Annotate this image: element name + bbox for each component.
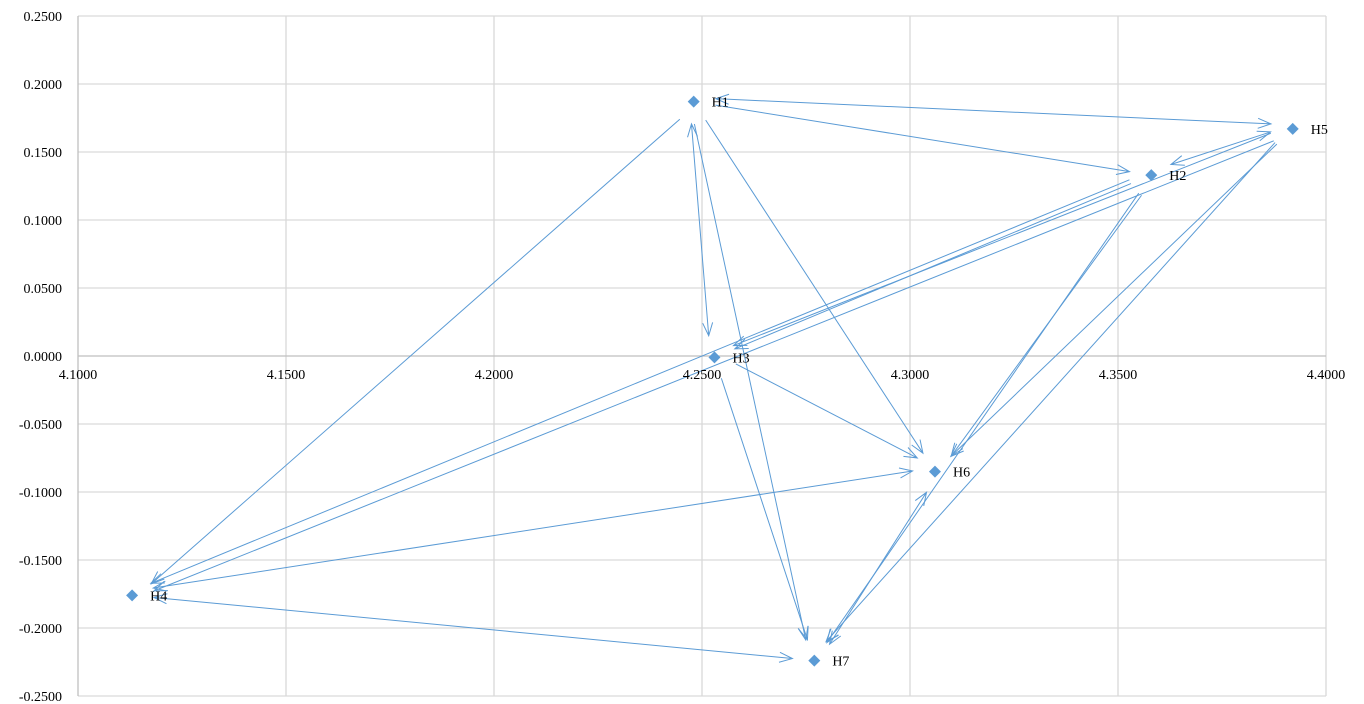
y-tick-label: -0.2000: [19, 622, 62, 637]
point-marker-h1: [687, 95, 700, 108]
point-marker-h2: [1145, 169, 1158, 182]
x-tick-label: 4.3500: [1099, 368, 1138, 383]
arrow-layer: [149, 93, 1278, 663]
point-marker-h7: [808, 654, 821, 667]
point-marker-h5: [1286, 122, 1299, 135]
y-tick-label: -0.1500: [19, 554, 62, 569]
point-marker-h6: [928, 465, 941, 478]
y-tick-label: 0.0500: [24, 282, 63, 297]
point-label-h3: H3: [732, 351, 749, 366]
y-tick-label: 0.2000: [24, 78, 63, 93]
label-layer: 0.2500 0.2000 0.1500 0.1000 0.0500 0.0000 -0.0…: [19, 10, 1345, 704]
arrow-h1-h6: [705, 119, 924, 455]
y-tick-label: -0.2500: [19, 690, 62, 704]
point-layer: [126, 95, 1299, 667]
arrow-h3-h7: [720, 378, 809, 642]
point-marker-h3: [708, 351, 721, 364]
arrow-h1-h4: [150, 118, 681, 585]
arrow-h6-h7: [828, 491, 928, 646]
y-tick-label: 0.1000: [24, 214, 63, 229]
point-marker-h4: [126, 589, 139, 602]
arrow-h6-h4: [151, 467, 914, 592]
point-label-h1: H1: [712, 96, 729, 111]
arrow-h1-h2: [715, 104, 1131, 176]
arrow-h5-h6: [949, 143, 1278, 458]
y-tick-label: 0.2500: [24, 10, 63, 25]
y-tick-label: -0.0500: [19, 418, 62, 433]
point-label-h5: H5: [1311, 123, 1328, 138]
x-tick-label: 4.3000: [891, 368, 930, 383]
point-label-h7: H7: [832, 655, 849, 670]
arrow-h5-h4: [152, 140, 1274, 592]
x-tick-label: 4.1500: [267, 368, 306, 383]
arrow-h1-h3: [687, 122, 714, 338]
point-label-h4: H4: [150, 589, 167, 604]
arrow-h1-h5: [714, 93, 1273, 129]
x-tick-label: 4.2500: [683, 368, 722, 383]
point-label-h2: H2: [1169, 169, 1186, 184]
arrow-h2-h4: [149, 179, 1130, 584]
y-tick-label: 0.0000: [24, 350, 63, 365]
point-label-h6: H6: [953, 466, 970, 481]
y-tick-label: 0.1500: [24, 146, 63, 161]
arrow-h5-h3: [732, 132, 1271, 347]
x-tick-label: 4.2000: [475, 368, 514, 383]
y-tick-label: -0.1000: [19, 486, 62, 501]
x-tick-label: 4.4000: [1307, 368, 1346, 383]
arrow-h4-h7: [152, 593, 794, 663]
arrow-h2-h5: [1169, 130, 1272, 166]
arrow-h3-h6: [735, 363, 919, 459]
x-tick-label: 4.1000: [59, 368, 98, 383]
